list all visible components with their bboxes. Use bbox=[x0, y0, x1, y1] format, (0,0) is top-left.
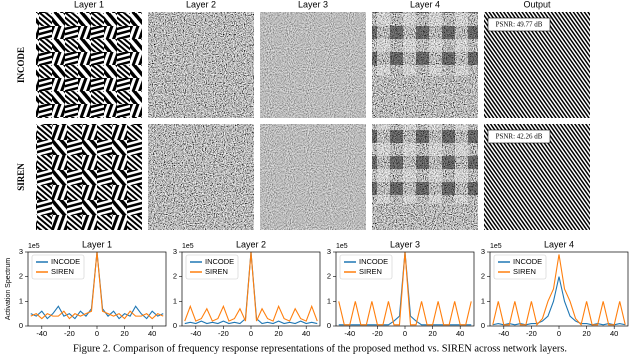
y-tick-label: 2 bbox=[173, 272, 177, 281]
y-tick-label: 1 bbox=[19, 296, 23, 305]
y-tick-label: 2 bbox=[19, 272, 23, 281]
x-tick-label: -40 bbox=[498, 329, 509, 338]
legend-label: INCODE bbox=[205, 257, 234, 266]
legend-label: INCODE bbox=[51, 257, 80, 266]
x-tick-label: -40 bbox=[344, 329, 355, 338]
legend-label: SIREN bbox=[51, 267, 74, 276]
y-tick-label: 0 bbox=[327, 321, 331, 330]
activation-image bbox=[148, 12, 254, 118]
legend-label: SIREN bbox=[513, 267, 536, 276]
series-line bbox=[492, 254, 626, 326]
axes-frame bbox=[489, 251, 629, 327]
y-offset-label: 1e5 bbox=[182, 243, 194, 250]
activation-image bbox=[36, 124, 142, 230]
x-tick-label: 20 bbox=[428, 329, 436, 338]
activation-image bbox=[260, 124, 366, 230]
y-tick-label: 0 bbox=[19, 321, 23, 330]
chart-title: Layer 2 bbox=[236, 239, 266, 249]
chart-title: Layer 3 bbox=[390, 239, 420, 249]
y-axis-label: Activation Spectrum bbox=[5, 258, 12, 320]
y-tick-label: 0 bbox=[481, 321, 485, 330]
y-tick-label: 0 bbox=[173, 321, 177, 330]
series-line bbox=[492, 276, 626, 326]
psnr-label: PSNR: 49.77 dB bbox=[496, 20, 543, 28]
column-label: Layer 4 bbox=[410, 0, 440, 9]
legend-box bbox=[339, 254, 393, 280]
charts: Layer 1 1e5 Activation Spectrum 0 1 2 3 -40 -20 0… bbox=[5, 239, 629, 338]
legend-box bbox=[185, 254, 239, 280]
axes-frame bbox=[335, 251, 475, 327]
x-tick-label: -20 bbox=[372, 329, 383, 338]
activation-image bbox=[260, 12, 366, 118]
x-tick-label: 40 bbox=[456, 329, 464, 338]
x-tick-label: 20 bbox=[582, 329, 590, 338]
y-tick-label: 1 bbox=[327, 296, 331, 305]
x-tick-label: 0 bbox=[403, 329, 407, 338]
column-label: Layer 2 bbox=[186, 0, 216, 9]
x-tick-label: 20 bbox=[274, 329, 282, 338]
block-overlay bbox=[372, 12, 478, 76]
x-tick-label: 40 bbox=[148, 329, 156, 338]
row-label: INCODE bbox=[16, 47, 26, 83]
legend-label: INCODE bbox=[513, 257, 542, 266]
x-tick-label: 0 bbox=[95, 329, 99, 338]
y-tick-label: 2 bbox=[327, 272, 331, 281]
column-label: Output bbox=[523, 0, 551, 9]
y-offset-label: 1e5 bbox=[28, 243, 40, 250]
caption: Figure 2. Comparison of frequency respon… bbox=[73, 343, 567, 354]
y-tick-label: 3 bbox=[327, 247, 331, 256]
axes-frame bbox=[27, 251, 167, 327]
psnr-box bbox=[487, 129, 551, 144]
y-tick-label: 1 bbox=[173, 296, 177, 305]
y-tick-label: 3 bbox=[173, 247, 177, 256]
row-label: SIREN bbox=[16, 163, 26, 191]
x-tick-label: -40 bbox=[36, 329, 47, 338]
psnr-label: PSNR: 42.26 dB bbox=[496, 132, 543, 140]
legend-box bbox=[493, 254, 547, 280]
x-tick-label: 40 bbox=[302, 329, 310, 338]
y-tick-label: 2 bbox=[481, 272, 485, 281]
chart-title: Layer 4 bbox=[544, 239, 574, 249]
activation-image bbox=[148, 124, 254, 230]
x-tick-label: 0 bbox=[249, 329, 253, 338]
y-tick-label: 3 bbox=[481, 247, 485, 256]
y-offset-label: 1e5 bbox=[336, 243, 348, 250]
column-label: Layer 3 bbox=[298, 0, 328, 9]
legend-label: SIREN bbox=[205, 267, 228, 276]
column-label: Layer 1 bbox=[74, 0, 104, 9]
psnr-box bbox=[487, 17, 551, 32]
x-tick-label: 20 bbox=[120, 329, 128, 338]
legend-label: INCODE bbox=[359, 257, 388, 266]
x-tick-label: -20 bbox=[218, 329, 229, 338]
chart-title: Layer 1 bbox=[82, 239, 112, 249]
x-tick-label: 40 bbox=[610, 329, 618, 338]
x-tick-label: -20 bbox=[64, 329, 75, 338]
axes-frame bbox=[181, 251, 321, 327]
legend-label: SIREN bbox=[359, 267, 382, 276]
y-tick-label: 3 bbox=[19, 247, 23, 256]
activation-image bbox=[36, 12, 142, 118]
block-overlay bbox=[372, 124, 478, 204]
image-grid: Layer 1 Layer 2 Layer 3 Layer 4 Output INCODE… bbox=[16, 0, 590, 230]
x-tick-label: -40 bbox=[190, 329, 201, 338]
legend-box bbox=[31, 254, 85, 280]
y-offset-label: 1e5 bbox=[490, 243, 502, 250]
x-tick-label: 0 bbox=[557, 329, 561, 338]
x-tick-label: -20 bbox=[526, 329, 537, 338]
y-tick-label: 1 bbox=[481, 296, 485, 305]
